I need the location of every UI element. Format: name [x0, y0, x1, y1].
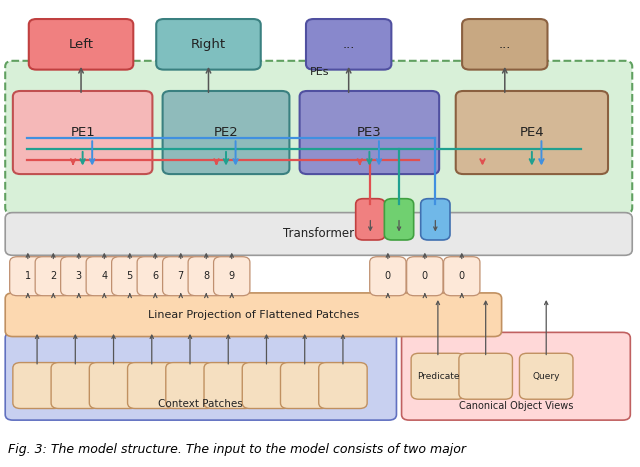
Text: Query: Query — [532, 372, 560, 381]
Text: 1: 1 — [25, 271, 31, 281]
Text: Canonical Object Views: Canonical Object Views — [459, 401, 573, 411]
FancyBboxPatch shape — [406, 257, 443, 296]
FancyBboxPatch shape — [5, 293, 502, 337]
Text: Linear Projection of Flattened Patches: Linear Projection of Flattened Patches — [148, 310, 359, 320]
FancyBboxPatch shape — [356, 198, 385, 240]
FancyBboxPatch shape — [127, 362, 176, 409]
Text: 9: 9 — [228, 271, 235, 281]
Text: PE4: PE4 — [520, 126, 544, 139]
FancyBboxPatch shape — [163, 257, 199, 296]
FancyBboxPatch shape — [188, 257, 225, 296]
FancyBboxPatch shape — [401, 333, 630, 420]
Text: 5: 5 — [127, 271, 133, 281]
FancyBboxPatch shape — [111, 257, 148, 296]
FancyBboxPatch shape — [35, 257, 72, 296]
FancyBboxPatch shape — [163, 91, 289, 174]
FancyBboxPatch shape — [51, 362, 100, 409]
FancyBboxPatch shape — [300, 91, 439, 174]
Text: 8: 8 — [203, 271, 209, 281]
FancyBboxPatch shape — [444, 257, 480, 296]
FancyBboxPatch shape — [13, 362, 61, 409]
Text: ...: ... — [342, 38, 355, 51]
Text: 3: 3 — [76, 271, 82, 281]
FancyBboxPatch shape — [280, 362, 329, 409]
Text: ...: ... — [499, 38, 511, 51]
FancyBboxPatch shape — [306, 19, 392, 70]
Text: PEs: PEs — [310, 67, 330, 78]
Text: Right: Right — [191, 38, 226, 51]
Text: 4: 4 — [101, 271, 108, 281]
FancyBboxPatch shape — [459, 353, 513, 399]
Text: Predicate: Predicate — [417, 372, 459, 381]
FancyBboxPatch shape — [520, 353, 573, 399]
Text: Context Patches: Context Patches — [159, 399, 243, 410]
FancyBboxPatch shape — [156, 19, 260, 70]
Text: 2: 2 — [50, 271, 56, 281]
Text: 6: 6 — [152, 271, 158, 281]
Text: Left: Left — [68, 38, 93, 51]
FancyBboxPatch shape — [10, 257, 46, 296]
FancyBboxPatch shape — [5, 212, 632, 255]
FancyBboxPatch shape — [61, 257, 97, 296]
Text: PE2: PE2 — [214, 126, 238, 139]
Text: 0: 0 — [385, 271, 391, 281]
FancyBboxPatch shape — [86, 257, 122, 296]
FancyBboxPatch shape — [5, 61, 632, 213]
FancyBboxPatch shape — [243, 362, 291, 409]
FancyBboxPatch shape — [456, 91, 608, 174]
FancyBboxPatch shape — [166, 362, 214, 409]
FancyBboxPatch shape — [13, 91, 152, 174]
FancyBboxPatch shape — [204, 362, 252, 409]
Text: PE3: PE3 — [357, 126, 381, 139]
FancyBboxPatch shape — [420, 198, 450, 240]
FancyBboxPatch shape — [385, 198, 413, 240]
Text: 7: 7 — [178, 271, 184, 281]
Text: 0: 0 — [459, 271, 465, 281]
FancyBboxPatch shape — [5, 333, 396, 420]
FancyBboxPatch shape — [319, 362, 367, 409]
FancyBboxPatch shape — [29, 19, 133, 70]
Text: Fig. 3: The model structure. The input to the model consists of two major: Fig. 3: The model structure. The input t… — [8, 443, 466, 456]
Text: Transformer: Transformer — [283, 227, 355, 241]
Text: PE1: PE1 — [70, 126, 95, 139]
FancyBboxPatch shape — [370, 257, 406, 296]
FancyBboxPatch shape — [462, 19, 547, 70]
Text: 0: 0 — [422, 271, 428, 281]
FancyBboxPatch shape — [411, 353, 465, 399]
FancyBboxPatch shape — [214, 257, 250, 296]
FancyBboxPatch shape — [137, 257, 173, 296]
FancyBboxPatch shape — [90, 362, 138, 409]
